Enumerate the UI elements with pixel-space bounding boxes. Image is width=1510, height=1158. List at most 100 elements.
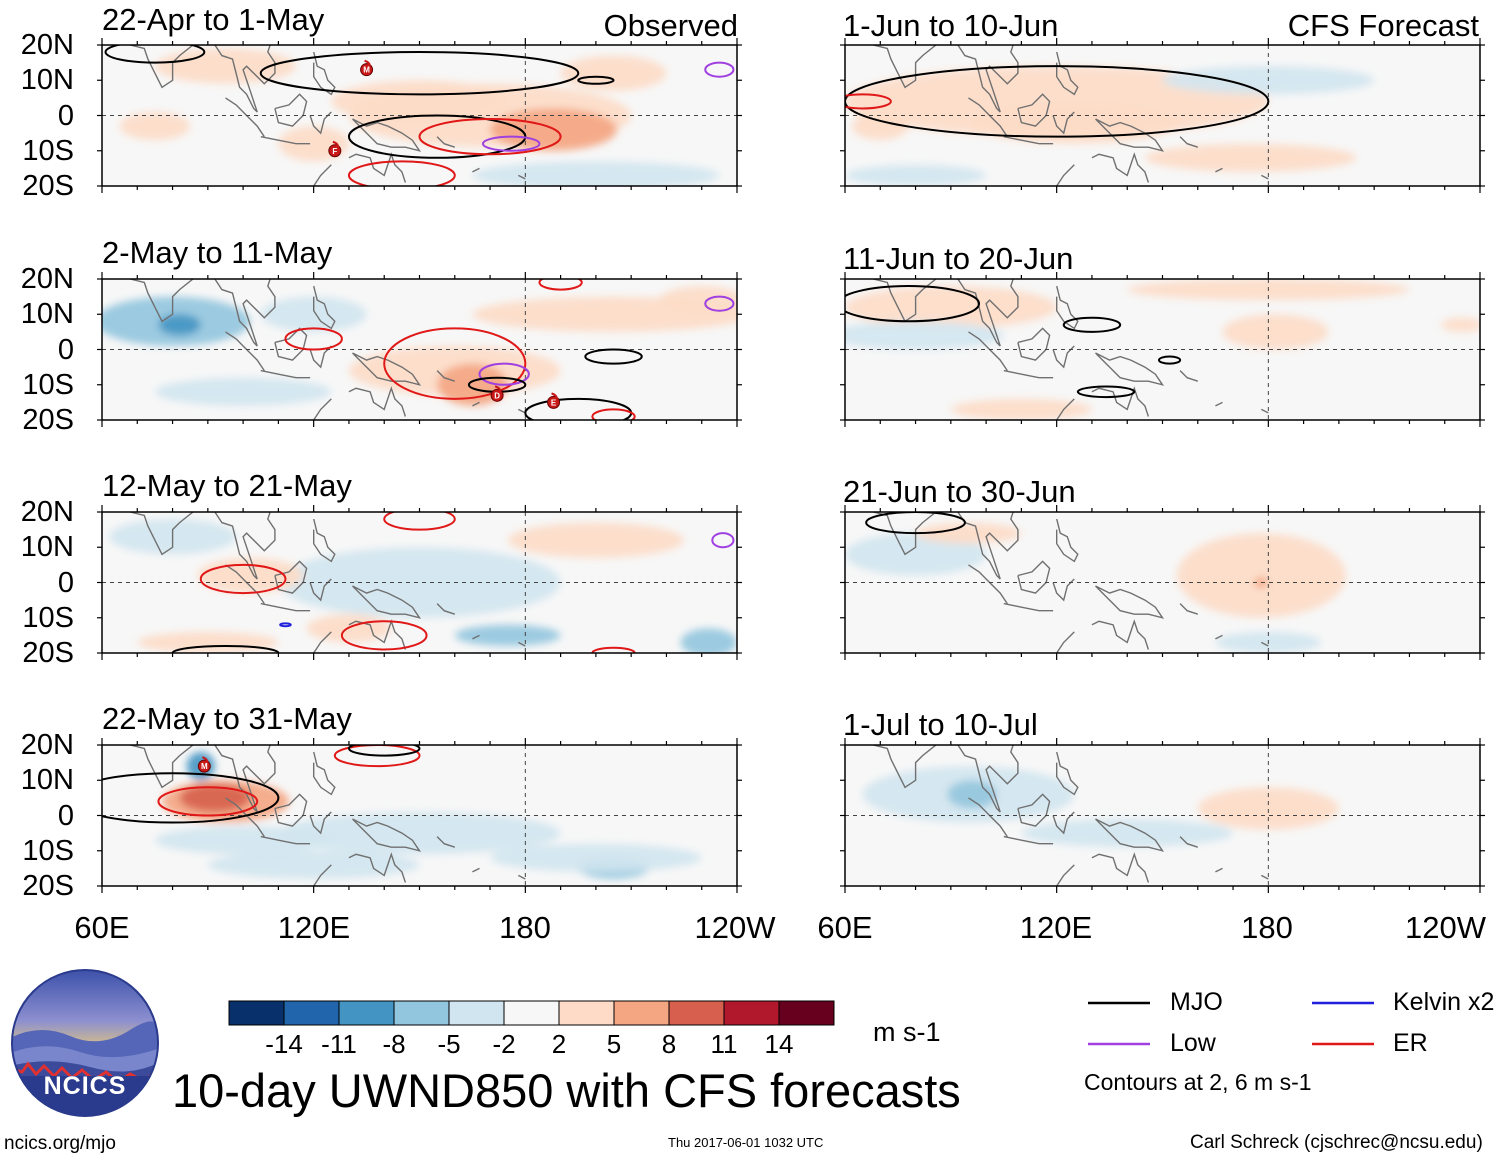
contour-low — [704, 61, 735, 78]
contour-er — [591, 646, 636, 653]
coastline — [313, 631, 332, 653]
coastline — [1095, 818, 1165, 852]
contour-low — [711, 532, 735, 549]
contour-mjo — [1062, 316, 1122, 333]
coastline — [436, 603, 456, 615]
ncics-logo: NCICS — [11, 969, 159, 1117]
legend-label-kelvin: Kelvin x2 — [1393, 988, 1495, 1016]
anomaly-shading — [472, 161, 720, 186]
ytick-label: 0 — [57, 333, 74, 366]
coastline — [313, 164, 332, 186]
coastline — [1052, 811, 1075, 835]
coastline — [1003, 602, 1054, 612]
anomaly-shading — [1441, 317, 1480, 332]
coastline — [348, 619, 407, 650]
coastline — [1052, 111, 1075, 135]
coastline — [260, 136, 311, 145]
colorbar-tick-label: 5 — [606, 1029, 622, 1059]
colorbar-swatch — [448, 1000, 505, 1026]
xtick-right-60e: 60E — [817, 910, 873, 945]
footer-url[interactable]: ncics.org/mjo — [4, 1133, 116, 1154]
anomaly-shading — [278, 547, 561, 618]
storm-marker-label: M — [363, 66, 370, 75]
anomaly-shading — [331, 80, 508, 123]
coastline — [274, 560, 308, 594]
coastline — [313, 51, 336, 96]
coastline — [1057, 727, 1061, 738]
contour-er — [347, 160, 456, 186]
contour-er — [383, 327, 527, 400]
anomaly-shading — [852, 111, 909, 141]
ytick-label: 10S — [22, 368, 74, 401]
storm-marker: F — [328, 140, 342, 158]
contour-er — [418, 118, 562, 156]
coastline — [352, 352, 422, 386]
coastline — [313, 518, 336, 563]
panel-title-obs-4: 22-May to 31-May — [102, 701, 352, 736]
coastline — [1215, 167, 1223, 173]
map-panel-obs-3: M — [97, 738, 742, 893]
coastline — [352, 118, 422, 152]
coastline — [873, 512, 938, 556]
colorbar-tick-label: -2 — [492, 1029, 516, 1059]
coastline — [309, 578, 332, 602]
panel-title-obs-3: 12-May to 21-May — [102, 468, 352, 503]
ytick-label: 0 — [57, 99, 74, 132]
coastline — [1215, 634, 1223, 640]
anomaly-shading — [947, 780, 997, 809]
anomaly-shading — [260, 296, 367, 332]
colorbar-swatch — [778, 1000, 835, 1026]
coastline — [348, 852, 407, 883]
colorbar — [228, 1000, 835, 1026]
coastline — [1091, 152, 1150, 183]
anomaly-shading — [968, 101, 1181, 144]
coastline — [1260, 408, 1269, 414]
contour-mjo — [102, 772, 280, 824]
coastline — [313, 398, 332, 420]
xtick-left-180: 180 — [499, 910, 551, 945]
storm-marker: M — [360, 59, 374, 77]
coastline — [130, 745, 195, 789]
colorbar-tick-label: 11 — [710, 1029, 738, 1059]
coastline — [260, 369, 311, 379]
coastline — [214, 512, 276, 580]
coastline — [1055, 751, 1079, 796]
panel-title-fcst-3: 21-Jun to 30-Jun — [843, 474, 1076, 509]
xtick-right-180: 180 — [1241, 910, 1293, 945]
coastline — [1179, 603, 1199, 615]
contour-kelvin-x2 — [279, 622, 292, 628]
anomaly-shading — [154, 377, 332, 406]
colorbar-tick-label: -8 — [382, 1029, 406, 1059]
anomaly-shading — [154, 826, 332, 855]
contour-mjo — [347, 745, 421, 757]
anomaly-shading — [560, 55, 667, 91]
contour-er — [199, 563, 287, 595]
coastline — [472, 634, 480, 640]
coastline — [1091, 619, 1150, 650]
coastline — [1017, 327, 1051, 361]
storm-marker-label: F — [332, 147, 337, 156]
ytick-label: 20S — [22, 404, 74, 436]
coastline — [1055, 518, 1079, 563]
colorbar-tick-label: 8 — [661, 1029, 677, 1059]
ncics-logo-text: NCICS — [44, 1072, 127, 1100]
map-panel-obs-0: MF — [97, 38, 742, 193]
colorbar-swatch — [338, 1000, 395, 1026]
coastline — [1055, 51, 1079, 96]
storm-marker-label: D — [494, 391, 500, 400]
coastline — [274, 93, 308, 127]
anomaly-shading — [950, 398, 1092, 420]
legend-label-low: Low — [1170, 1029, 1216, 1057]
coastline — [214, 45, 276, 113]
contour-levels-note: Contours at 2, 6 m s-1 — [1084, 1069, 1312, 1095]
storm-marker-label: E — [551, 398, 557, 407]
coastline — [472, 167, 480, 173]
contour-mjo — [577, 75, 615, 85]
coastline — [348, 386, 407, 417]
contour-er — [284, 327, 343, 351]
colorbar-tick-label: -5 — [437, 1029, 461, 1059]
contour-mjo — [1076, 385, 1136, 399]
coastline — [1056, 398, 1075, 420]
ytick-label: 10S — [22, 834, 74, 867]
colorbar-swatch — [393, 1000, 450, 1026]
